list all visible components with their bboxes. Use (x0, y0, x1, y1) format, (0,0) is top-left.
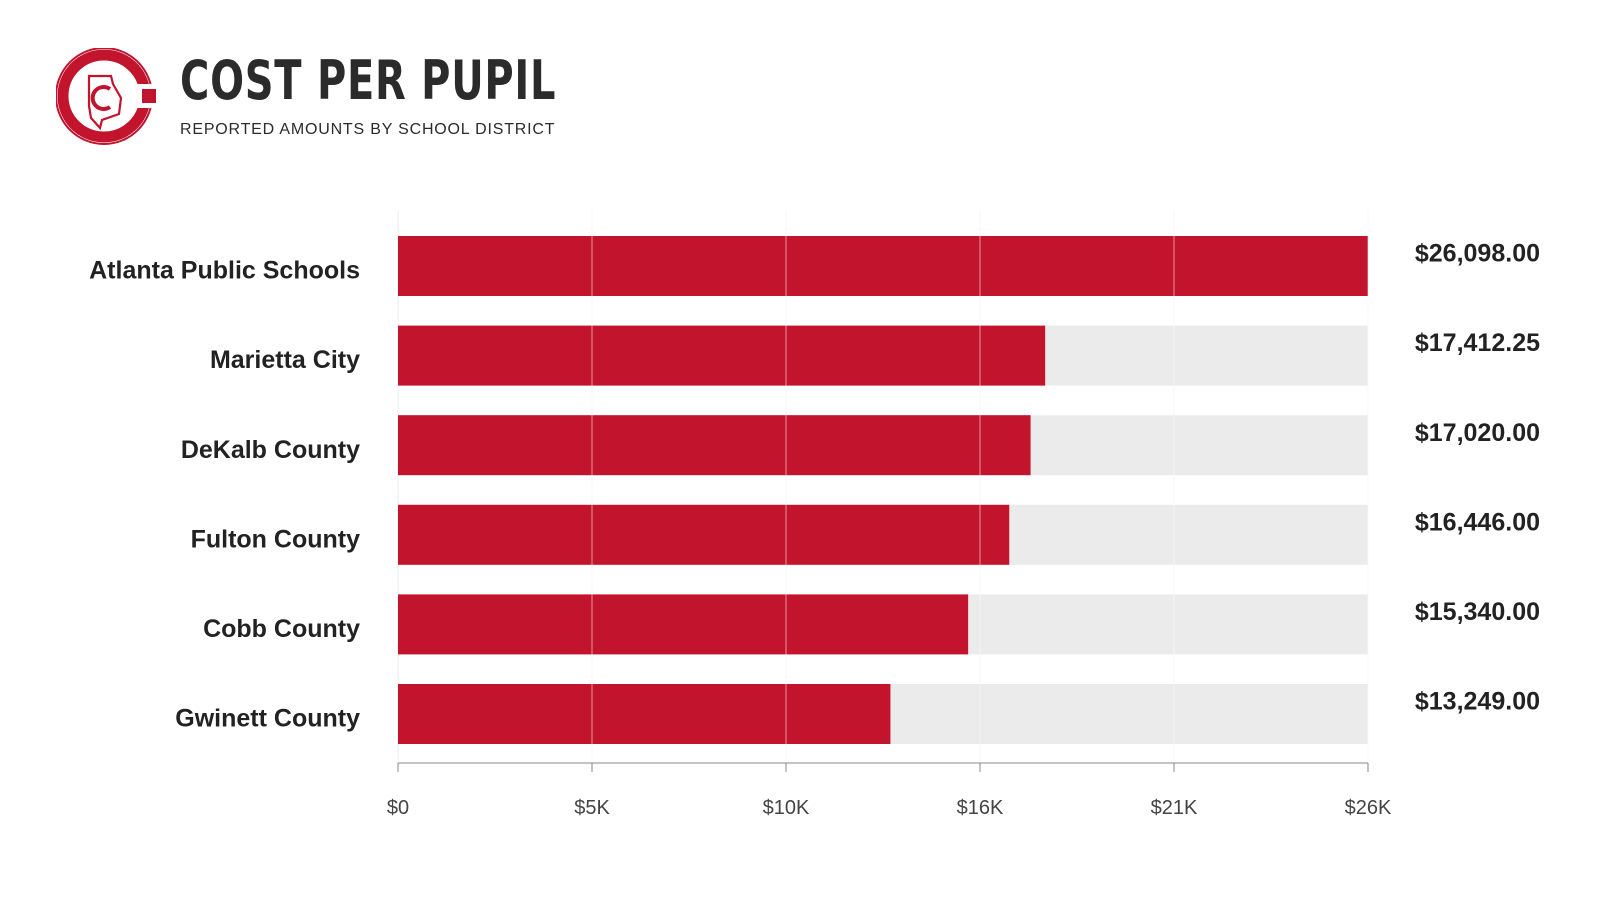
category-label: DeKalb County (181, 436, 360, 464)
bar (398, 504, 1010, 565)
category-label: Marietta City (210, 346, 360, 374)
page-title: COST PER PUPIL (180, 49, 557, 112)
x-tick-label: $16K (957, 797, 1004, 819)
value-label: $17,412.25 (1415, 329, 1540, 357)
x-tick-label: $10K (763, 797, 810, 819)
value-label: $13,249.00 (1415, 688, 1540, 716)
x-tick-label: $21K (1151, 797, 1198, 819)
value-label: $26,098.00 (1415, 240, 1540, 268)
value-labels: $26,098.00 $17,412.25 $17,020.00 $16,446.00… (1415, 240, 1540, 716)
x-tick-label: $26K (1345, 797, 1392, 819)
value-label: $15,340.00 (1415, 598, 1540, 626)
bar (398, 684, 891, 744)
category-label: Gwinett County (175, 705, 360, 733)
category-label: Cobb County (203, 615, 360, 643)
bar (398, 415, 1031, 476)
page-subtitle: REPORTED AMOUNTS BY SCHOOL DISTRICT (180, 121, 556, 138)
bar (398, 236, 1368, 296)
x-axis: $0 $5K $10K $16K $21K $26K (387, 762, 1392, 819)
category-label: Atlanta Public Schools (89, 257, 360, 285)
value-label: $16,446.00 (1415, 508, 1540, 536)
bars (398, 236, 1368, 744)
category-label: Fulton County (191, 525, 360, 553)
x-tick-label: $5K (574, 797, 610, 819)
logo-icon (56, 48, 156, 145)
x-tick-label: $0 (387, 797, 409, 819)
bar (398, 594, 969, 655)
value-label: $17,020.00 (1415, 419, 1540, 447)
bar-grid-overlay (591, 210, 1369, 763)
bar (398, 325, 1046, 386)
category-labels: Atlanta Public Schools Marietta City DeKal… (89, 257, 360, 733)
bar-tracks (398, 236, 1368, 744)
